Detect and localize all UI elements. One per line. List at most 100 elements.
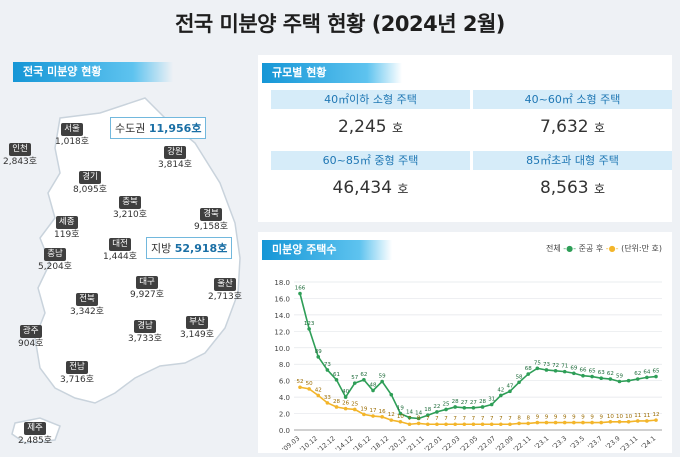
data-label: 50 [306,381,313,387]
data-point [480,405,485,409]
x-tick-label: '23.7 [586,434,604,451]
data-point [626,419,631,424]
data-label: 69 [570,365,577,371]
data-point [599,376,604,380]
x-tick-label: '23.1 [533,434,551,451]
data-point [343,406,348,411]
data-label: 22 [433,404,440,410]
region-gyeongbuk: 경북 9,158호 [194,208,229,232]
data-label: 65 [589,369,596,375]
data-label: 75 [534,360,541,366]
data-point [654,418,658,422]
data-point [307,387,311,391]
x-tick-label: '24.1 [640,434,658,451]
data-label: 10 [397,414,404,420]
data-label: 166 [295,286,306,292]
korea-map: 서울 1,018호 인천 2,843호 경기 8,095호 강원 3,814호 충북 3,… [0,88,258,453]
data-point [645,419,649,423]
x-tick-label: '18.12 [370,434,391,453]
data-point [635,419,640,423]
data-label: 62 [360,372,367,378]
data-label: 8 [517,415,521,421]
data-point [389,392,394,397]
legend-total-marker: -●- [563,244,577,253]
data-label: 9 [554,415,558,421]
data-label: 57 [351,375,358,381]
data-label: 63 [598,370,605,376]
data-point [608,419,613,424]
data-label: 73 [543,362,550,368]
data-label: 9 [599,415,603,421]
region-jeonbuk: 전북 3,342호 [70,293,105,317]
y-tick-label: 14.0 [274,312,290,320]
data-point [553,420,558,425]
data-point [645,375,649,380]
data-label: 19 [360,406,367,412]
data-label: 71 [561,364,568,370]
data-label: 12 [388,412,395,418]
data-label: 7 [408,416,412,422]
x-tick-label: '20.12 [387,434,408,453]
data-label: 28 [333,399,340,405]
data-point [617,419,622,424]
data-label: 58 [516,374,523,380]
data-label: 72 [552,363,559,369]
data-label: 9 [581,415,585,421]
data-label: 19 [397,406,404,412]
x-tick-label: '22.11 [512,434,533,453]
x-tick-label: '16.12 [352,434,373,453]
data-point [590,374,594,379]
data-point [508,422,512,427]
region-gyeongnam: 경남 3,733호 [128,320,163,344]
data-label: 62 [607,371,614,377]
data-point [371,414,375,418]
unit-note: (단위:만 호) [621,244,662,253]
data-label: 10 [607,414,614,420]
series-line-after [299,386,657,426]
legend-after: 준공 후 [578,244,604,253]
data-point [626,378,631,383]
data-label: 11 [634,413,641,419]
y-tick-label: 6.0 [279,378,290,386]
data-point [590,420,594,425]
region-sejong: 세종 119호 [54,216,80,240]
data-point [462,422,467,427]
data-label: 16 [379,409,386,415]
data-point [362,412,366,417]
x-tick-label: '10.12 [298,434,319,453]
data-label: 14 [415,410,422,416]
data-point [453,422,457,427]
data-point [407,415,412,420]
data-label: 7 [490,416,494,422]
data-label: 33 [324,395,331,401]
data-point [499,393,503,398]
x-tick-label: '22.05 [459,434,480,453]
size-cell-small-60: 40~60㎡ 소형 주택 7,632 호 [473,90,672,148]
data-label: 14 [406,410,413,416]
data-point [334,378,339,382]
data-point [352,381,357,385]
data-point [435,410,439,414]
data-label: 7 [444,416,448,422]
x-tick-label: '12.12 [316,434,337,453]
region-gwangju: 광주 904호 [18,325,44,349]
data-label: 9 [572,415,576,421]
x-tick-label: '23.11 [619,434,640,453]
data-label: 8 [526,415,530,421]
y-tick-label: 16.0 [274,295,290,303]
local-area-total: 지방 52,918호 [146,237,233,259]
x-tick-label: '22.03 [441,434,462,453]
data-point [380,415,384,419]
data-label: 59 [616,373,623,379]
data-label: 7 [435,416,439,422]
data-point [553,369,558,373]
data-point [489,422,494,427]
data-point [617,379,622,384]
data-point [499,422,503,427]
data-point [489,402,494,407]
data-point [517,380,521,385]
y-tick-label: 8.0 [279,361,290,369]
region-ulsan: 울산 2,713호 [208,278,243,302]
region-daegu: 대구 9,927호 [130,276,165,300]
x-tick-label: '23.3 [551,434,569,451]
